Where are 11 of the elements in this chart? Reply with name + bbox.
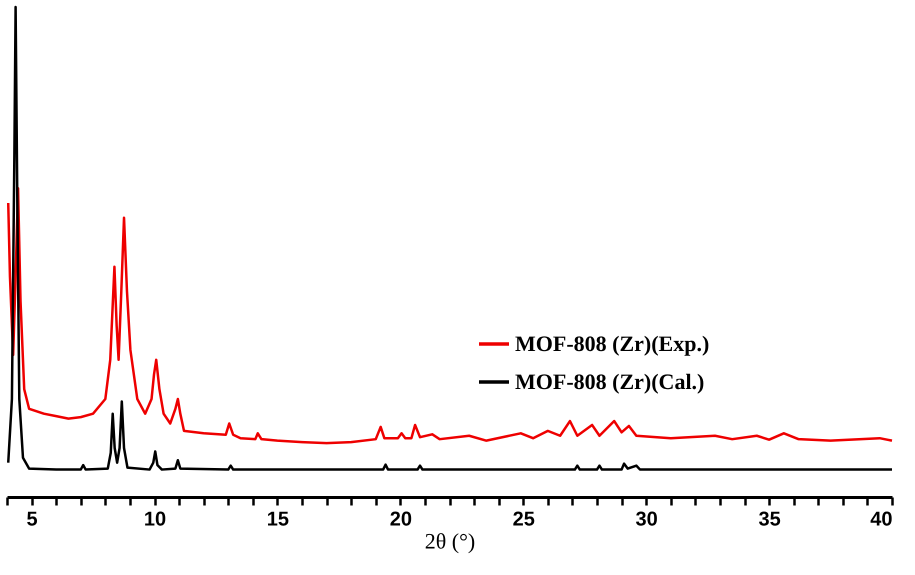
legend-label: MOF-808 (Zr)(Cal.) (515, 369, 704, 394)
x-tick-label: 40 (870, 508, 892, 530)
x-axis-title: 2θ (°) (424, 528, 476, 554)
x-tick-label: 15 (266, 508, 290, 530)
legend-label: MOF-808 (Zr)(Exp.) (515, 331, 710, 356)
x-tick-label: 35 (758, 508, 781, 530)
x-tick-label: 20 (390, 508, 412, 530)
x-tick-label: 25 (512, 508, 535, 530)
x-tick-label: 30 (636, 508, 658, 530)
x-tick-label: 10 (144, 508, 166, 530)
x-tick-label: 5 (26, 508, 38, 530)
